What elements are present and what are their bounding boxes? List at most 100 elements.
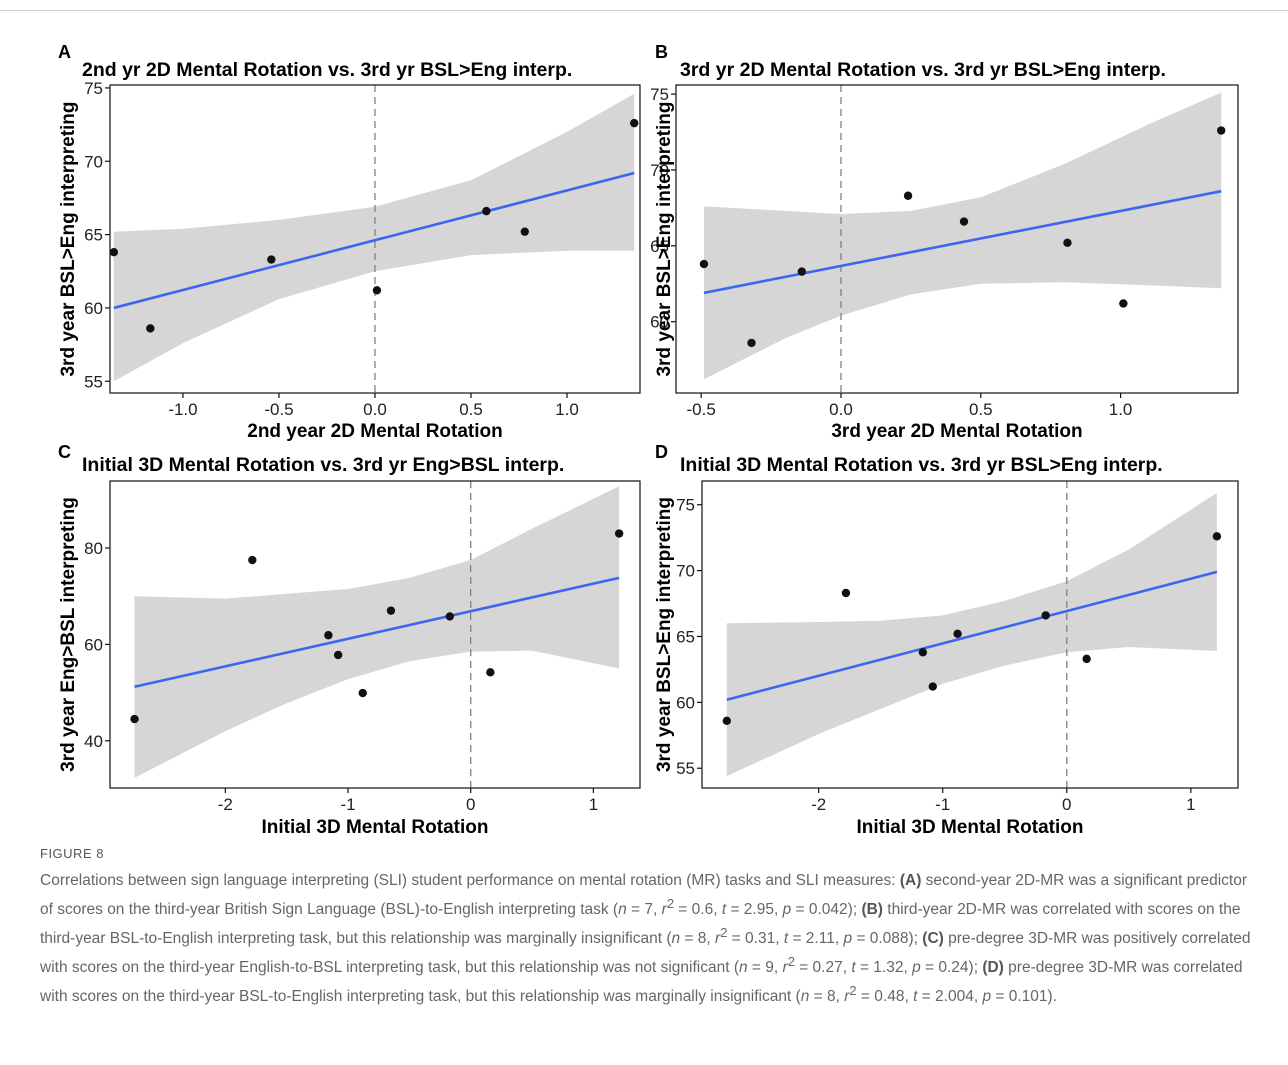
x-tick-label: -0.5 <box>264 400 293 419</box>
plot-border <box>701 480 1239 789</box>
caption-fragment: r <box>844 988 850 1006</box>
data-point <box>928 682 937 691</box>
x-tick-label: 0.0 <box>363 400 387 419</box>
chart-title: Initial 3D Mental Rotation vs. 3rd yr BS… <box>680 454 1163 476</box>
caption-fragment: 2 <box>849 983 857 999</box>
caption-fragment: p <box>912 959 921 977</box>
caption-fragment: = 0.088); <box>852 930 923 948</box>
data-point <box>333 650 343 660</box>
confidence-band <box>704 92 1222 380</box>
caption-fragment: n <box>671 930 681 948</box>
caption-fragment: = 8, <box>680 930 716 948</box>
caption-fragment: pre-degree 3D-MR was positively correlat… <box>40 930 1251 977</box>
x-tick-label: -0.5 <box>687 400 716 419</box>
data-point <box>482 206 491 216</box>
caption-fragment: second-year 2D-MR was a significant pred… <box>40 872 1248 919</box>
caption-fragment: = 9, <box>747 959 783 977</box>
data-point <box>699 259 709 269</box>
chart-title: 2nd yr 2D Mental Rotation vs. 3rd yr BSL… <box>82 59 572 81</box>
plot-border <box>109 480 641 789</box>
caption-fragment: r <box>661 901 667 919</box>
x-tick-label: 0 <box>1062 795 1071 814</box>
y-tick-label: 75 <box>650 85 669 104</box>
data-point <box>520 227 529 236</box>
data-point <box>953 629 962 639</box>
data-point <box>130 714 139 724</box>
data-point <box>146 324 155 333</box>
x-tick-label: -1.0 <box>168 400 197 419</box>
x-tick-label: 0 <box>466 795 475 814</box>
chart-title: Initial 3D Mental Rotation vs. 3rd yr En… <box>82 454 564 476</box>
y-tick-label: 80 <box>84 539 103 558</box>
figure-label: FIGURE 8 <box>40 846 104 861</box>
data-point <box>358 688 367 698</box>
panel-letter: A <box>58 42 71 62</box>
x-tick-label: 1 <box>589 795 598 814</box>
data-point <box>386 606 396 615</box>
caption-fragment: = 1.32, <box>855 959 913 977</box>
data-point <box>841 588 851 598</box>
chart-title: 3rd yr 2D Mental Rotation vs. 3rd yr BSL… <box>680 59 1166 81</box>
figure-frame <box>0 10 1288 1065</box>
y-tick-label: 60 <box>676 693 695 712</box>
data-point <box>1041 611 1050 620</box>
caption-fragment: = 0.101). <box>991 988 1057 1006</box>
y-tick-label: 60 <box>650 313 669 332</box>
data-point <box>248 555 257 565</box>
caption-fragment: = 0.31, <box>727 930 784 948</box>
plot-border <box>675 84 1239 394</box>
data-point <box>722 716 732 726</box>
caption-fragment: 2 <box>666 896 674 911</box>
caption-fragment: = 0.48, <box>856 988 914 1006</box>
data-point <box>372 286 382 295</box>
panel-letter: B <box>655 42 668 62</box>
x-axis-label: Initial 3D Mental Rotation <box>857 817 1084 838</box>
data-point <box>324 631 333 640</box>
data-point <box>1212 532 1222 541</box>
regression-line <box>113 171 635 310</box>
panel-d: D Initial 3D Mental Rotation vs. 3rd yr B… <box>654 442 1239 838</box>
caption-fragment: p <box>843 930 853 948</box>
caption-fragment: = 0.042); <box>791 901 862 919</box>
figure-caption: FIGURE 8 Correlations between sign langu… <box>40 846 1255 1009</box>
caption-fragment: = 2.11, <box>788 930 844 948</box>
data-point <box>1217 126 1226 135</box>
x-tick-label: -2 <box>218 795 233 814</box>
data-point <box>614 529 624 538</box>
data-point <box>797 267 807 276</box>
panel-letter: C <box>58 442 71 462</box>
data-point <box>1119 299 1128 308</box>
data-point <box>630 118 639 128</box>
x-tick-label: 0.0 <box>829 400 853 419</box>
panel-b: B 3rd yr 2D Mental Rotation vs. 3rd yr BS… <box>650 42 1239 442</box>
caption-fragment: (D) <box>982 959 1004 977</box>
panel-c: C Initial 3D Mental Rotation vs. 3rd yr E… <box>58 442 641 838</box>
y-tick-label: 60 <box>84 635 103 654</box>
caption-fragment: p <box>982 988 992 1006</box>
figure-panels: A 2nd yr 2D Mental Rotation vs. 3rd yr BS… <box>58 42 1239 838</box>
regression-line <box>134 576 620 689</box>
data-point <box>1063 238 1072 247</box>
caption-fragment: = 7, <box>626 901 662 919</box>
y-tick-label: 65 <box>84 226 103 245</box>
panel-letter: D <box>655 442 668 462</box>
caption-fragment: t <box>783 930 789 948</box>
x-tick-label: 1.0 <box>1109 400 1133 419</box>
caption-fragment: t <box>721 901 727 919</box>
y-axis-label: 3rd year Eng>BSL interpreting <box>58 497 79 772</box>
data-point <box>903 191 913 200</box>
data-point <box>109 248 119 257</box>
data-point <box>267 255 276 264</box>
caption-fragment: n <box>800 988 810 1006</box>
caption-fragment: (B) <box>861 901 883 919</box>
y-tick-label: 65 <box>650 237 669 256</box>
panel-a: A 2nd yr 2D Mental Rotation vs. 3rd yr BS… <box>58 42 641 442</box>
x-tick-label: 0.5 <box>969 400 993 419</box>
y-tick-label: 75 <box>84 79 103 98</box>
caption-fragment: = 0.24); <box>920 959 983 977</box>
caption-fragment: p <box>782 901 792 919</box>
x-tick-label: -2 <box>811 795 826 814</box>
data-point <box>747 338 756 348</box>
y-tick-label: 60 <box>84 299 103 318</box>
caption-fragment: n <box>738 959 748 977</box>
